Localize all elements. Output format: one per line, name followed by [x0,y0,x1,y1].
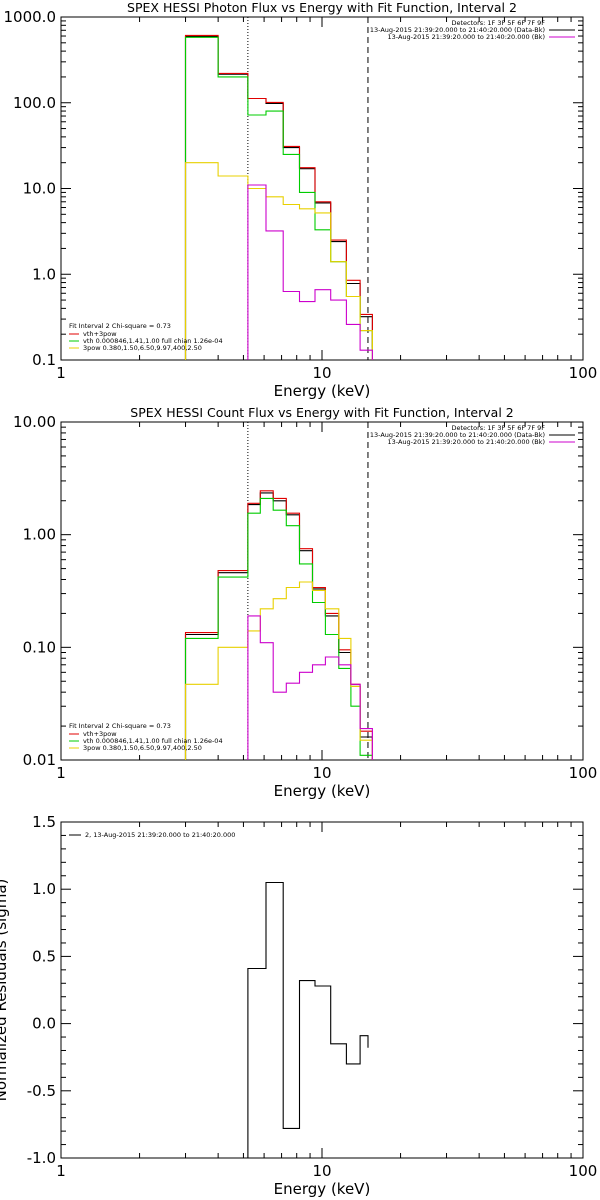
chart-title: SPEX HESSI Count Flux vs Energy with Fit… [130,405,513,420]
x-tick-label: 1 [56,364,66,382]
y-tick-label: 1.5 [32,813,56,831]
y-tick-label: 100.0 [13,94,56,112]
header-text: 13-Aug-2015 21:39:20.000 to 21:40:20.000… [388,33,545,41]
x-tick-label: 10 [312,364,331,382]
y-axis-label: Normalized Residuals (sigma) [0,879,10,1102]
header-text: 13-Aug-2015 21:39:20.000 to 21:40:20.000… [388,438,545,446]
y-tick-label: 0.0 [32,1015,56,1033]
y-tick-label: -1.0 [27,1149,56,1167]
legend-label: vth 0.000846,1.41,1.00 full chian 1.26e-… [83,337,223,345]
x-tick-label: 100 [569,364,598,382]
series-2-step-line [184,490,373,760]
x-axis-label: Energy (keV) [274,1180,371,1198]
y-tick-label: 1000.0 [4,8,57,26]
header-text: 13-Aug-2015 21:39:20.000 to 21:40:20.000… [370,431,545,439]
plot-frame [60,821,584,1159]
series-1-step-line [184,492,373,760]
y-tick-label: 10.0 [23,180,56,198]
series-5-step-line [247,184,373,360]
series-1-step-line [184,36,373,360]
legend-label: 3pow 0.380,1.50,6.50,9.97,400,2.50 [83,344,202,352]
x-tick-label: 10 [312,1162,331,1180]
legend-label: 3pow 0.380,1.50,6.50,9.97,400,2.50 [83,744,202,752]
chart-2: SPEX HESSI Count Flux vs Energy with Fit… [13,405,597,800]
legend-label: 2, 13-Aug-2015 21:39:20.000 to 21:40:20.… [85,831,235,839]
series-3-step-line [184,497,373,760]
x-tick-label: 1 [56,1162,66,1180]
x-tick-label: 100 [569,1162,598,1180]
header-text: Detectors: 1F 3F 5F 6F 7F 9F [451,19,545,27]
y-tick-label: 0.5 [32,947,56,965]
legend-label: vth+3pow [83,730,117,738]
plot-frame [60,421,584,761]
y-tick-label: 1.00 [23,526,56,544]
y-tick-label: 10.00 [13,413,56,431]
x-tick-label: 100 [569,764,598,782]
series-2-step-line [184,34,373,360]
header-text: Detectors: 1F 3F 5F 6F 7F 9F [451,424,545,432]
chart-title: SPEX HESSI Photon Flux vs Energy with Fi… [127,0,517,15]
y-tick-label: 1.0 [32,880,56,898]
series-5-step-line [247,615,373,760]
x-tick-label: 1 [56,764,66,782]
series-3-step-line [184,36,373,360]
y-tick-label: 1.0 [32,265,56,283]
x-tick-label: 10 [312,764,331,782]
y-tick-label: 0.1 [32,351,56,369]
chart-3: 1 10 100 Energy (keV) -1.0 -0.5 0.0 0.5 1.0 1.5 No… [0,813,597,1198]
fit-note: Fit Interval 2 Chi-square = 0.73 [69,722,171,730]
y-tick-label: 0.10 [23,638,56,656]
x-axis-label: Energy (keV) [274,382,371,400]
y-tick-label: 0.01 [23,751,56,769]
plot-frame [60,16,584,361]
series-1-step-line [247,881,369,1158]
chart-1: SPEX HESSI Photon Flux vs Energy with Fi… [4,0,598,400]
legend-label: vth+3pow [83,330,117,338]
series-4-step-line [184,162,373,360]
x-axis-label: Energy (keV) [274,782,371,800]
y-tick-label: -0.5 [27,1082,56,1100]
header-text: 13-Aug-2015 21:39:20.000 to 21:40:20.000… [370,26,545,34]
series-4-step-line [184,581,373,760]
fit-note: Fit Interval 2 Chi-square = 0.73 [69,322,171,330]
legend-label: vth 0.000846,1.41,1.00 full chian 1.26e-… [83,737,223,745]
